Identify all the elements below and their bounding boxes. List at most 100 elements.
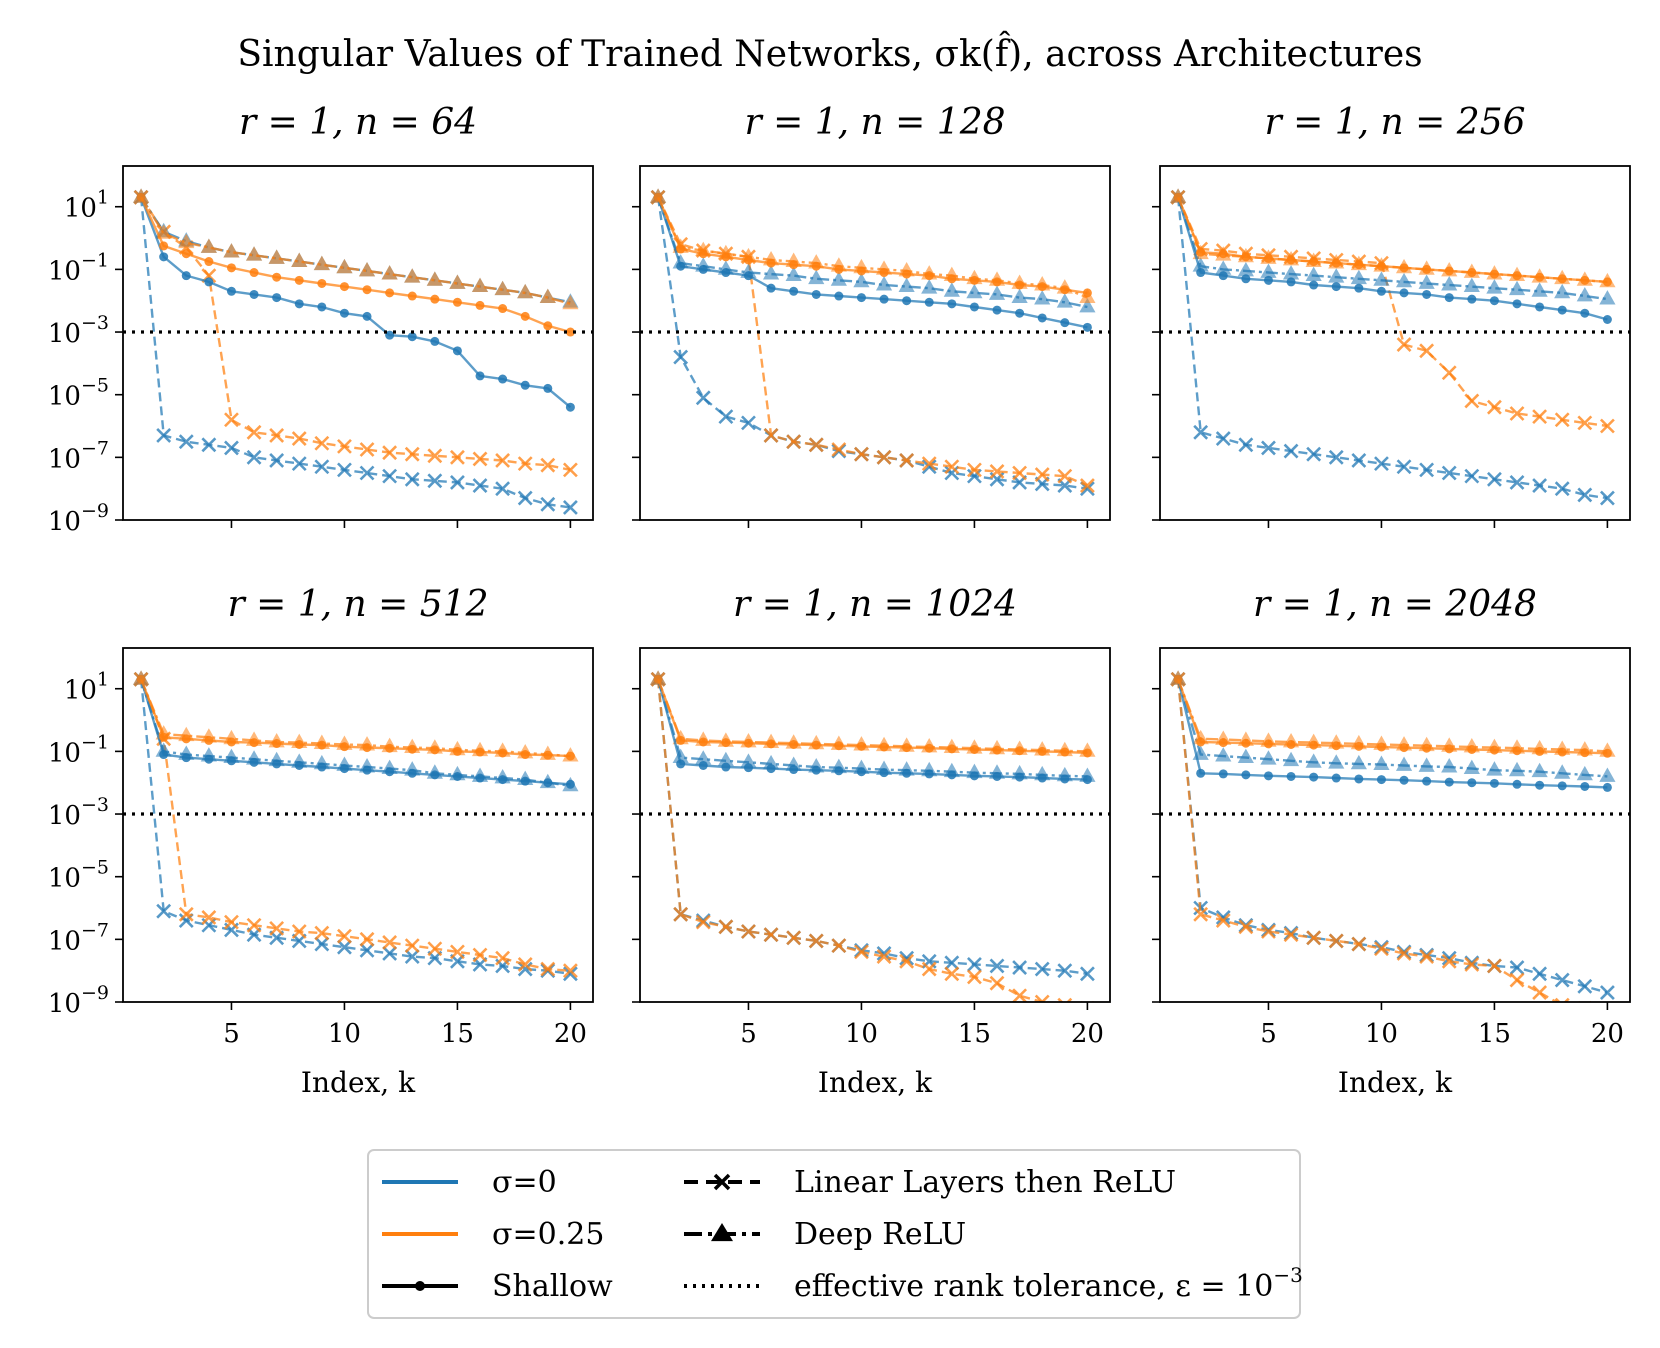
series-line-linear-sigma0	[139, 679, 571, 975]
y-tick-label: 10−3	[48, 794, 109, 831]
y-tick-base: 10	[48, 319, 81, 349]
legend-label: σ=0.25	[492, 1217, 604, 1252]
marker-point	[472, 451, 488, 467]
marker-point	[856, 266, 866, 276]
series-line-linear-sigma0	[1176, 197, 1608, 500]
marker-point	[520, 750, 530, 760]
marker-point	[1441, 758, 1458, 773]
marker-point	[1082, 322, 1092, 332]
marker-point	[430, 770, 440, 780]
panel-frame	[1159, 165, 1631, 521]
marker-point	[430, 745, 440, 755]
marker-point	[1218, 249, 1228, 259]
marker-point	[159, 252, 169, 262]
marker-point	[1218, 738, 1228, 748]
marker-point	[362, 765, 372, 775]
marker-point	[766, 764, 776, 774]
marker-point	[246, 424, 262, 440]
marker-point	[1241, 770, 1251, 780]
marker-point	[339, 764, 349, 774]
marker-point	[495, 481, 511, 497]
marker-point	[1237, 748, 1254, 764]
marker-point	[1464, 956, 1480, 972]
marker-point	[1599, 418, 1615, 434]
marker-point	[359, 942, 375, 958]
marker-point	[1441, 465, 1457, 481]
marker-point	[1261, 924, 1276, 939]
marker-point	[272, 272, 282, 282]
marker-point	[1354, 741, 1364, 751]
marker-point	[224, 440, 239, 456]
marker-point	[1554, 412, 1570, 428]
marker-point	[1464, 468, 1480, 484]
legend-handle-marker	[415, 1281, 425, 1291]
marker-point	[200, 238, 217, 253]
panel-5: r = 1, n = 1024 5 10 15 20 Index, k	[632, 584, 1111, 1099]
marker-point	[1306, 930, 1322, 946]
marker-point	[562, 500, 578, 515]
y-tick-base: 10	[48, 801, 81, 831]
marker-point	[808, 437, 824, 453]
y-tick-base: 10	[48, 926, 81, 956]
marker-point	[1015, 280, 1025, 290]
marker-point	[1489, 296, 1499, 306]
marker-point	[404, 446, 420, 462]
marker-point	[450, 474, 465, 490]
marker-point	[159, 241, 169, 251]
y-tick-exp: −5	[81, 375, 109, 397]
y-tick-label: 10−5	[48, 375, 109, 412]
marker-point	[1577, 415, 1593, 431]
marker-point	[1580, 308, 1590, 318]
marker-point	[407, 291, 417, 301]
marker-point	[1193, 424, 1209, 440]
marker-point	[1508, 280, 1526, 296]
legend-label-text: Linear Layers then ReLU	[794, 1165, 1176, 1200]
series-group	[132, 188, 579, 515]
panel-frame	[1159, 647, 1631, 1003]
marker-point	[1283, 927, 1299, 943]
marker-point	[385, 767, 395, 777]
marker-point	[789, 260, 799, 270]
legend-label-text: σ=0.25	[492, 1217, 604, 1252]
marker-point	[543, 750, 553, 760]
marker-point	[314, 459, 330, 475]
marker-point	[721, 268, 731, 278]
y-tick-base: 10	[48, 256, 81, 286]
marker-point	[1354, 774, 1364, 784]
marker-point	[475, 371, 485, 381]
marker-point	[427, 448, 443, 464]
marker-point	[1422, 743, 1432, 753]
marker-point	[540, 457, 556, 473]
marker-point	[1328, 449, 1344, 465]
marker-point	[1079, 478, 1095, 493]
marker-point	[1196, 768, 1206, 778]
y-tick-label: 101	[64, 187, 109, 224]
marker-point	[924, 297, 934, 307]
marker-point	[1263, 739, 1273, 749]
marker-point	[472, 947, 488, 963]
marker-point	[1082, 288, 1092, 298]
legend-label: Shallow	[492, 1269, 613, 1304]
marker-point	[1441, 953, 1457, 969]
x-tick-label: 20	[554, 1019, 587, 1049]
marker-point	[475, 300, 485, 310]
marker-point	[1034, 961, 1050, 977]
marker-point	[834, 766, 844, 776]
marker-point	[269, 453, 285, 468]
marker-point	[181, 734, 191, 744]
panel-2: r = 1, n = 128	[632, 102, 1111, 528]
marker-point	[740, 753, 757, 768]
marker-point	[385, 288, 395, 298]
marker-point	[831, 938, 847, 954]
marker-point	[1260, 263, 1277, 278]
marker-point	[1037, 746, 1047, 756]
legend-entry-dotted: effective rank tolerance, ε = 10−3	[684, 1263, 1303, 1304]
marker-point	[245, 246, 263, 261]
marker-point	[1422, 776, 1432, 786]
marker-point	[1399, 743, 1409, 753]
marker-point	[404, 268, 421, 283]
marker-point	[362, 311, 372, 321]
marker-point	[1554, 764, 1571, 779]
marker-point	[1305, 753, 1322, 768]
marker-point	[1309, 257, 1319, 267]
